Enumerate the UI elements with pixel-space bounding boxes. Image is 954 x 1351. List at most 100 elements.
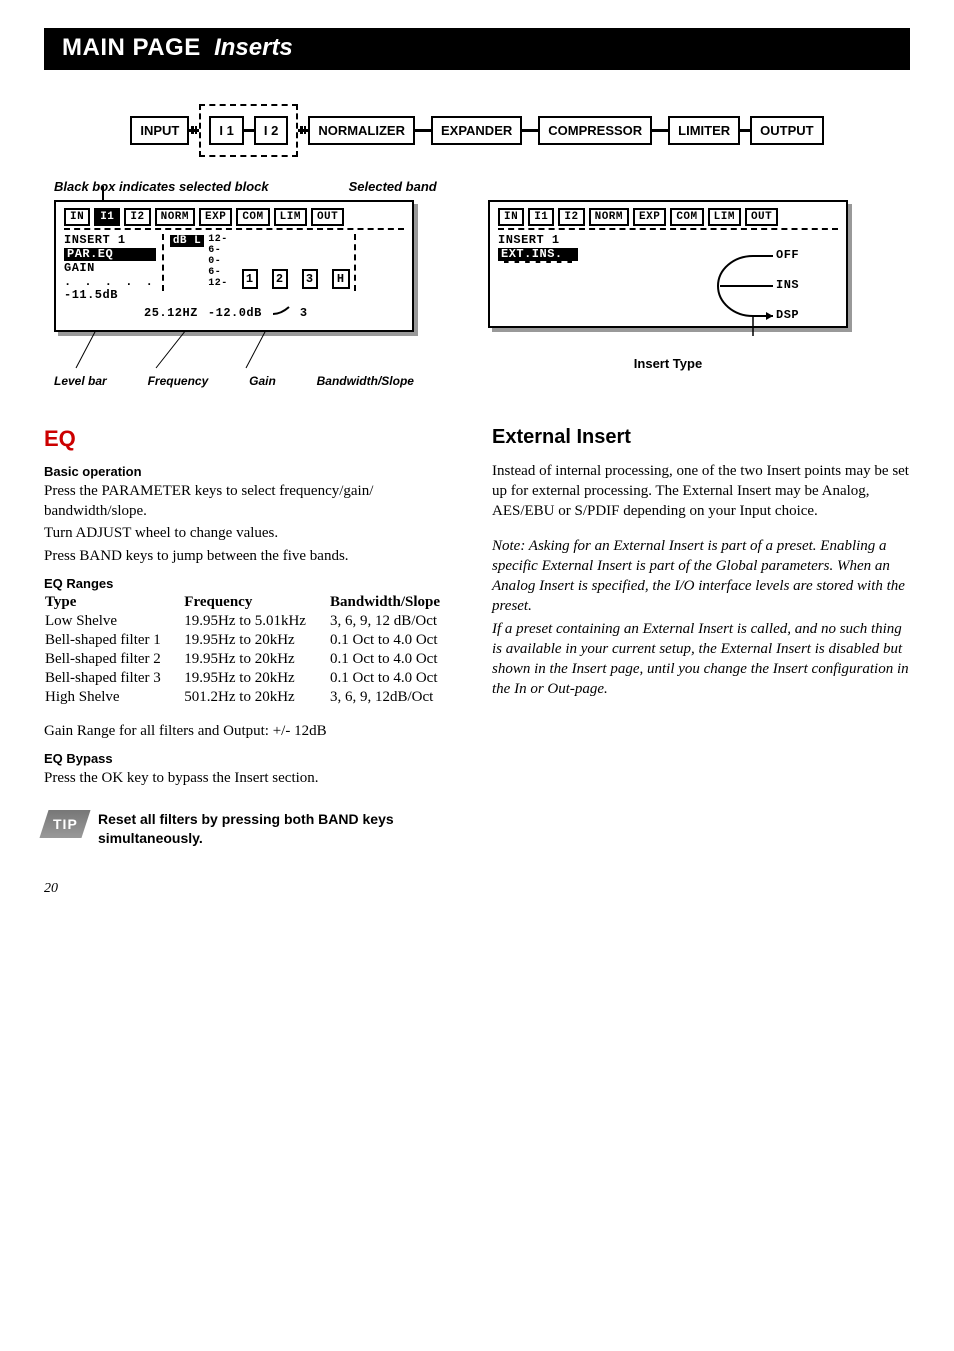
link-i2-norm: [298, 129, 308, 132]
ytick-2: 0-: [208, 256, 228, 267]
node-normalizer: NORMALIZER: [308, 116, 415, 145]
lcd-left-callouts: Level bar Frequency Gain Bandwidth/Slope: [54, 374, 414, 388]
lbl-pareq: PAR.EQ: [64, 248, 156, 261]
callout-gain: Gain: [249, 374, 276, 388]
eq-bypass-t: Press the OK key to bypass the Insert se…: [44, 768, 462, 788]
ytick-3: 6-: [208, 267, 228, 278]
tab-i2: I2: [124, 208, 150, 226]
opt-ins: INS: [776, 278, 799, 292]
band-1: 1: [242, 269, 258, 289]
r-lbl-extins: EXT.INS.: [498, 248, 578, 263]
r-tab-i2: I2: [558, 208, 584, 226]
r-tab-in: IN: [498, 208, 524, 226]
node-i2: I 2: [254, 116, 288, 145]
callout-frequency: Frequency: [148, 374, 209, 388]
upper-annotations: Black box indicates selected block Selec…: [54, 179, 900, 194]
lbl-insert1: INSERT 1: [64, 234, 156, 247]
col-eq: EQ Basic operation Press the PARAMETER k…: [44, 426, 462, 847]
header-sub: Inserts: [214, 34, 293, 61]
inserts-group: I 1 I 2: [199, 104, 298, 157]
lcd-left-status: 25.12HZ -12.0dB 3: [64, 306, 404, 320]
tab-out: OUT: [311, 208, 344, 226]
band-2: 2: [272, 269, 288, 289]
lcd-left-tabs: IN I1 I2 NORM EXP COM LIM OUT: [64, 208, 404, 230]
node-output: OUTPUT: [750, 116, 823, 145]
annot-selected-band: Selected band: [349, 179, 437, 194]
callout-insert-type: Insert Type: [488, 356, 848, 371]
lcd-right-tabs: IN I1 I2 NORM EXP COM LIM OUT: [498, 208, 838, 230]
insert-type-menu: OFF INS DSP: [698, 246, 818, 326]
link-norm-exp: [415, 129, 431, 132]
node-i1: I 1: [209, 116, 243, 145]
callout-lines-left: [56, 330, 356, 370]
node-limiter: LIMITER: [668, 116, 740, 145]
th-freq: Frequency: [183, 593, 329, 612]
callout-bw-slope: Bandwidth/Slope: [317, 374, 414, 388]
annot-black-box: Black box indicates selected block: [54, 179, 269, 194]
tab-lim: LIM: [274, 208, 307, 226]
y-ticks: 12- 6- 0- 6- 12-: [208, 234, 228, 289]
lcd-screens-row: IN I1 I2 NORM EXP COM LIM OUT INSERT 1 P…: [54, 200, 900, 388]
ext-p2: Note: Asking for an External Insert is p…: [492, 536, 910, 617]
lbl-level: -11.5dB: [64, 289, 156, 302]
tab-exp: EXP: [199, 208, 232, 226]
eq-basic-1: Press the PARAMETER keys to select frequ…: [44, 481, 462, 522]
eq-basic-2: Turn ADJUST wheel to change values.: [44, 523, 462, 543]
page-number: 20: [44, 881, 910, 897]
status-slope-icon: [272, 306, 290, 320]
table-row: Bell-shaped filter 1 19.95Hz to 20kHz 0.…: [44, 631, 462, 650]
r-tab-lim: LIM: [708, 208, 741, 226]
eq-bypass-h: EQ Bypass: [44, 751, 462, 766]
table-row: Bell-shaped filter 3 19.95Hz to 20kHz 0.…: [44, 669, 462, 688]
band-3: 3: [302, 269, 318, 289]
tab-norm: NORM: [155, 208, 195, 226]
node-input: INPUT: [130, 116, 189, 145]
tab-in: IN: [64, 208, 90, 226]
opt-off: OFF: [776, 248, 799, 262]
r-tab-out: OUT: [745, 208, 778, 226]
r-tab-i1: I1: [528, 208, 554, 226]
link-lim-out: [740, 129, 750, 132]
opt-dsp: DSP: [776, 308, 799, 322]
ext-p3: If a preset containing an External Inser…: [492, 619, 910, 700]
callout-level-bar: Level bar: [54, 374, 107, 388]
tab-i1: I1: [94, 208, 120, 226]
eq-graph: dB L 12- 6- 0- 6- 12- 1 2 3 H: [162, 234, 356, 291]
ytick-1: 6-: [208, 245, 228, 256]
th-type: Type: [44, 593, 183, 612]
link-comp-lim: [652, 129, 668, 132]
band-h: H: [332, 269, 350, 289]
link-exp-comp: [522, 129, 538, 132]
tip-block: TIP Reset all filters by pressing both B…: [44, 810, 462, 846]
col-ext-insert: External Insert Instead of internal proc…: [492, 426, 910, 847]
node-compressor: COMPRESSOR: [538, 116, 652, 145]
ext-p1: Instead of internal processing, one of t…: [492, 461, 910, 522]
eq-ranges-table: Type Frequency Bandwidth/Slope Low Shelv…: [44, 593, 462, 707]
r-lbl-insert1: INSERT 1: [498, 234, 578, 247]
tip-icon: TIP: [39, 810, 90, 838]
eq-ranges-h: EQ Ranges: [44, 576, 462, 591]
th-bw: Bandwidth/Slope: [329, 593, 462, 612]
tab-com: COM: [236, 208, 269, 226]
eq-title: EQ: [44, 426, 462, 452]
table-row: High Shelve 501.2Hz to 20kHz 3, 6, 9, 12…: [44, 688, 462, 707]
status-ch: 3: [300, 306, 308, 320]
table-row: Low Shelve 19.95Hz to 5.01kHz 3, 6, 9, 1…: [44, 612, 462, 631]
status-gain: -12.0dB: [208, 306, 262, 320]
lcd-right: IN I1 I2 NORM EXP COM LIM OUT INSERT 1 E…: [488, 200, 848, 328]
node-expander: EXPANDER: [431, 116, 522, 145]
lcd-right-side: INSERT 1 EXT.INS.: [498, 234, 578, 264]
status-freq: 25.12HZ: [144, 306, 198, 320]
lbl-db-l: dB L: [170, 235, 204, 247]
link-i1-i2: [244, 129, 254, 132]
body-columns: EQ Basic operation Press the PARAMETER k…: [44, 426, 910, 847]
lcd-left: IN I1 I2 NORM EXP COM LIM OUT INSERT 1 P…: [54, 200, 414, 332]
eq-basic-3: Press BAND keys to jump between the five…: [44, 546, 462, 566]
eq-basic-h: Basic operation: [44, 464, 462, 479]
ytick-4: 12-: [208, 278, 228, 289]
lbl-gain: GAIN: [64, 262, 156, 275]
page-header: MAIN PAGE Inserts: [44, 28, 910, 70]
eq-gain-range: Gain Range for all filters and Output: +…: [44, 721, 462, 741]
signal-chain: INPUT I 1 I 2 NORMALIZER EXPANDER COMPRE…: [44, 104, 910, 157]
lbl-dots: . . . . .: [64, 276, 156, 289]
